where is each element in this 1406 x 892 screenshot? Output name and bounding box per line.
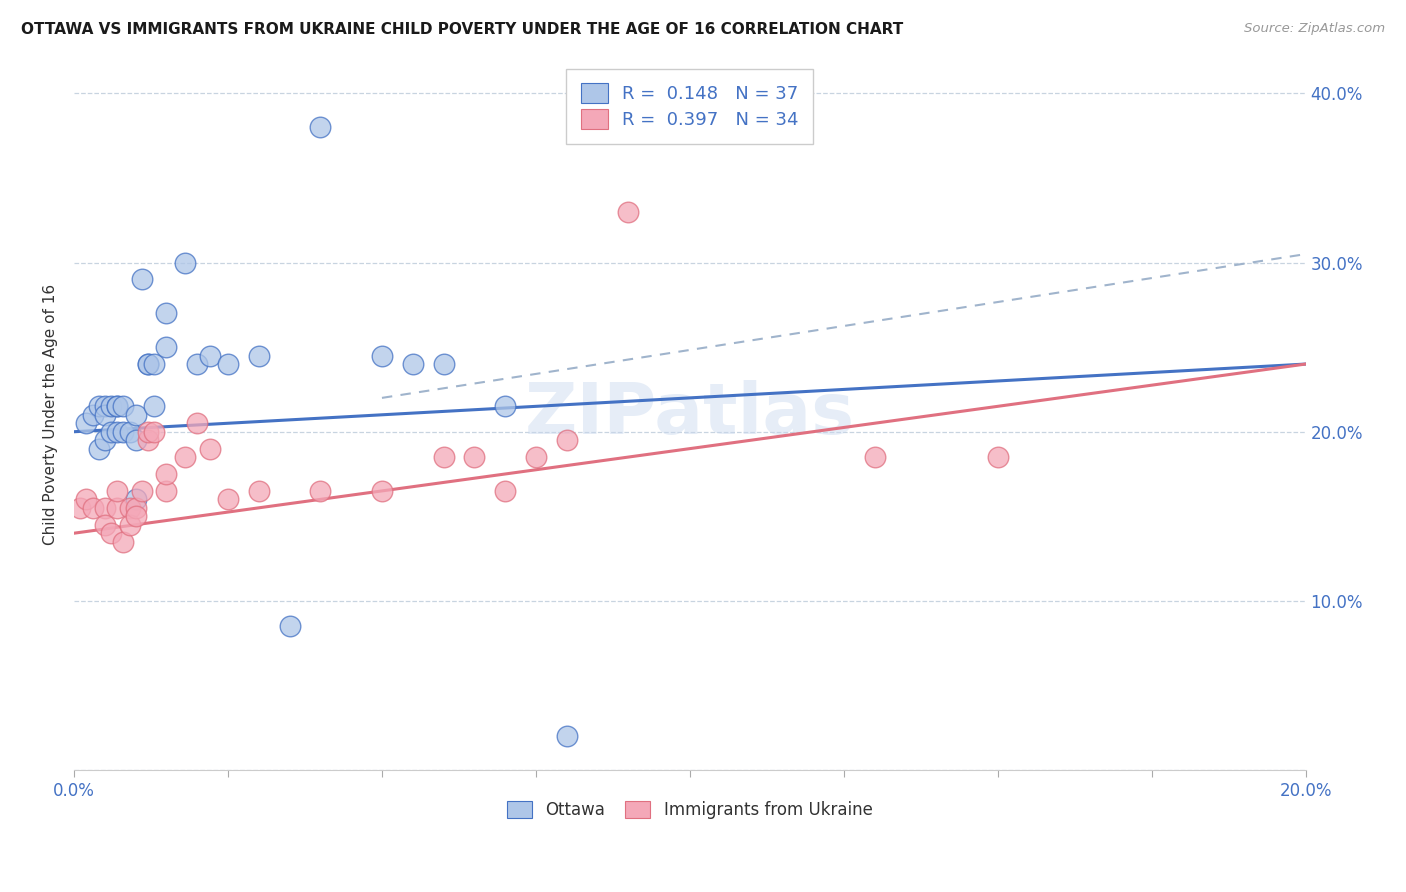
Point	[82, 408, 104, 422]
Point	[432, 450, 454, 464]
Point	[69, 500, 91, 515]
Point	[124, 500, 146, 515]
Point	[155, 306, 177, 320]
Point	[278, 619, 301, 633]
Point	[143, 400, 166, 414]
Point	[494, 483, 516, 498]
Point	[174, 450, 197, 464]
Point	[105, 483, 128, 498]
Point	[136, 425, 159, 439]
Y-axis label: Child Poverty Under the Age of 16: Child Poverty Under the Age of 16	[44, 285, 58, 545]
Point	[100, 526, 122, 541]
Point	[94, 517, 117, 532]
Point	[309, 120, 332, 135]
Point	[309, 483, 332, 498]
Point	[100, 425, 122, 439]
Point	[155, 340, 177, 354]
Point	[118, 425, 141, 439]
Point	[617, 204, 640, 219]
Point	[105, 500, 128, 515]
Point	[402, 357, 425, 371]
Point	[124, 433, 146, 447]
Point	[87, 442, 110, 456]
Point	[186, 357, 208, 371]
Point	[186, 417, 208, 431]
Point	[131, 272, 153, 286]
Point	[124, 492, 146, 507]
Point	[217, 492, 239, 507]
Point	[112, 534, 135, 549]
Text: ZIPatlas: ZIPatlas	[524, 380, 855, 450]
Point	[112, 400, 135, 414]
Point	[75, 492, 97, 507]
Point	[463, 450, 485, 464]
Point	[124, 408, 146, 422]
Point	[94, 408, 117, 422]
Point	[371, 483, 394, 498]
Point	[494, 400, 516, 414]
Point	[87, 400, 110, 414]
Point	[155, 483, 177, 498]
Point	[143, 357, 166, 371]
Point	[136, 433, 159, 447]
Point	[217, 357, 239, 371]
Point	[198, 442, 221, 456]
Point	[371, 349, 394, 363]
Point	[143, 425, 166, 439]
Point	[155, 467, 177, 481]
Point	[94, 500, 117, 515]
Point	[247, 349, 270, 363]
Point	[863, 450, 886, 464]
Point	[118, 517, 141, 532]
Legend: Ottawa, Immigrants from Ukraine: Ottawa, Immigrants from Ukraine	[501, 794, 879, 826]
Point	[131, 483, 153, 498]
Point	[524, 450, 547, 464]
Point	[112, 425, 135, 439]
Point	[136, 357, 159, 371]
Point	[75, 417, 97, 431]
Text: Source: ZipAtlas.com: Source: ZipAtlas.com	[1244, 22, 1385, 36]
Point	[198, 349, 221, 363]
Point	[94, 433, 117, 447]
Point	[105, 400, 128, 414]
Point	[555, 433, 578, 447]
Point	[94, 400, 117, 414]
Point	[105, 425, 128, 439]
Point	[555, 729, 578, 743]
Point	[432, 357, 454, 371]
Point	[82, 500, 104, 515]
Point	[105, 400, 128, 414]
Point	[118, 500, 141, 515]
Point	[987, 450, 1010, 464]
Text: OTTAWA VS IMMIGRANTS FROM UKRAINE CHILD POVERTY UNDER THE AGE OF 16 CORRELATION : OTTAWA VS IMMIGRANTS FROM UKRAINE CHILD …	[21, 22, 903, 37]
Point	[100, 400, 122, 414]
Point	[136, 357, 159, 371]
Point	[174, 255, 197, 269]
Point	[124, 509, 146, 524]
Point	[247, 483, 270, 498]
